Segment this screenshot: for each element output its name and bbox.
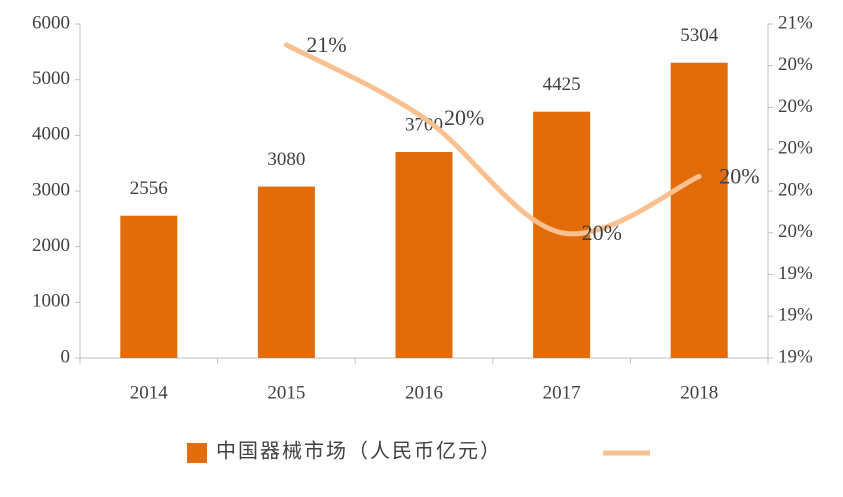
y2-tick-label: 21% (778, 12, 813, 33)
y-tick-label: 1000 (32, 291, 70, 312)
y2-tick-label: 20% (778, 96, 813, 117)
bar-value-label: 5304 (680, 25, 719, 46)
y-tick-label: 2000 (32, 235, 70, 256)
x-tick-label: 2017 (543, 382, 581, 403)
y-tick-label: 6000 (32, 12, 70, 33)
y-tick-label: 0 (61, 346, 71, 367)
bar (395, 152, 453, 358)
y2-tick-label: 19% (778, 305, 813, 326)
bar (670, 62, 728, 359)
bar (120, 215, 178, 358)
line-value-label: 21% (306, 32, 346, 57)
y2-tick-label: 20% (778, 179, 813, 200)
line-value-label: 20% (582, 220, 622, 245)
y2-tick-label: 20% (778, 221, 813, 242)
x-tick-label: 2014 (130, 382, 169, 403)
bar-value-label: 4425 (543, 74, 581, 95)
y2-tick-label: 20% (778, 138, 813, 159)
y2-tick-label: 19% (778, 346, 813, 367)
y-tick-label: 5000 (32, 68, 70, 89)
y-tick-label: 3000 (32, 179, 70, 200)
legend-swatch (187, 443, 207, 463)
line-value-label: 20% (719, 163, 759, 188)
y2-tick-label: 20% (778, 54, 813, 75)
y2-tick-label: 19% (778, 263, 813, 284)
legend-label: 中国器械市场（人民币亿元） (216, 440, 502, 463)
bar (257, 186, 315, 358)
bar-value-label: 3700 (405, 114, 443, 135)
x-tick-label: 2018 (680, 382, 718, 403)
y-tick-label: 4000 (32, 124, 70, 145)
bar-value-label: 3080 (267, 149, 305, 170)
x-tick-label: 2016 (405, 382, 443, 403)
line-value-label: 20% (444, 105, 484, 130)
x-tick-label: 2015 (267, 382, 305, 403)
bar-value-label: 2556 (130, 178, 168, 199)
line (283, 42, 702, 237)
